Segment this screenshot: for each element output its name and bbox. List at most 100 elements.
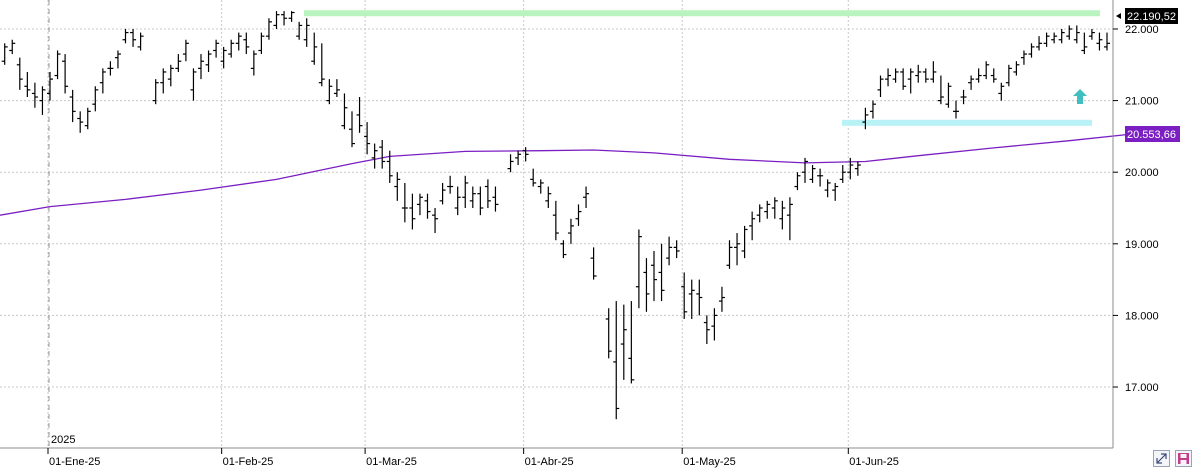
ohlc-bar: [605, 308, 612, 359]
ohlc-bar: [643, 258, 650, 312]
ohlc-bar: [1066, 25, 1073, 40]
ohlc-bar: [303, 18, 310, 47]
ohlc-bar: [1073, 25, 1080, 44]
ohlc-bar: [794, 172, 801, 191]
ohlc-bar: [205, 50, 212, 72]
ohlc-bar: [47, 71, 53, 101]
ohlc-bar: [99, 68, 106, 94]
ohlc-bar: [945, 82, 952, 108]
ohlc-bar: [839, 165, 846, 183]
ohlc-bar: [1081, 32, 1088, 55]
ohlc-bar: [84, 107, 91, 130]
ohlc-bar: [356, 97, 363, 133]
ohlc-bar: [1058, 29, 1065, 44]
x-tick-label: 01-May-25: [683, 456, 736, 468]
ohlc-bar: [288, 11, 295, 22]
ohlc-bar: [718, 286, 725, 312]
ohlc-bar: [1036, 36, 1043, 51]
ohlc-bar: [213, 39, 220, 58]
y-axis: 17.000 18.000 19.000 20.000 21.000 22.000: [1113, 24, 1159, 394]
ohlc-bar: [756, 204, 763, 223]
ohlc-bar: [968, 75, 975, 90]
diagonal-arrows-icon: [1156, 453, 1167, 464]
ohlc-bar: [130, 29, 137, 47]
y-tick-label: 22.000: [1125, 24, 1159, 36]
ohlc-bar: [198, 54, 204, 80]
ohlc-bar: [152, 79, 159, 105]
ohlc-bar: [137, 32, 144, 51]
ohlc-bar: [469, 186, 476, 208]
ma-value-badge: 20.553,66: [1125, 126, 1180, 142]
ohlc-bar: [454, 186, 461, 216]
ohlc-bar: [296, 21, 303, 40]
y-tick-label: 21.000: [1125, 96, 1159, 108]
ohlc-bar: [364, 122, 371, 155]
ohlc-bar: [635, 229, 642, 309]
ohlc-bar: [326, 79, 333, 105]
x-tick-label: 01-Ene-25: [49, 456, 100, 468]
ohlc-bars: [1, 11, 1110, 420]
ohlc-bar: [530, 168, 537, 187]
ohlc-bar: [1013, 61, 1020, 76]
level-bands: [304, 10, 1100, 126]
ohlc-bar: [734, 233, 741, 266]
ohlc-bar: [885, 68, 892, 87]
moving-average-line: [0, 132, 1138, 216]
ohlc-bar: [666, 236, 673, 266]
ohlc-bar: [1096, 32, 1103, 51]
ohlc-bar: [696, 279, 703, 316]
ohlc-bar: [182, 39, 189, 62]
ohlc-bar: [824, 179, 831, 198]
ohlc-bar: [281, 11, 288, 26]
ohlc-bar: [590, 247, 597, 280]
ohlc-bar: [1088, 29, 1095, 40]
ohlc-bar: [862, 107, 869, 130]
last-price-marker: [1116, 13, 1121, 19]
ohlc-bar: [786, 197, 793, 241]
ohlc-bar: [877, 75, 884, 98]
ohlc-bar: [401, 182, 408, 223]
ohlc-bar: [915, 64, 922, 83]
ohlc-bar: [809, 165, 816, 183]
ohlc-bar: [507, 154, 514, 173]
ohlc-bar: [92, 86, 99, 112]
ohlc-bar: [1028, 43, 1035, 58]
ohlc-bar: [741, 225, 748, 259]
ohlc-bar: [77, 111, 84, 133]
ohlc-bar: [832, 182, 839, 201]
x-tick-label: 01-Feb-25: [223, 456, 274, 468]
ohlc-bar: [1005, 64, 1012, 87]
ohlc-bar: [628, 301, 635, 384]
ohlc-bar: [62, 54, 69, 94]
ohlc-bar: [190, 68, 197, 101]
ohlc-bar: [726, 240, 733, 269]
ohlc-bar: [651, 250, 657, 302]
ohlc-bar: [1051, 32, 1058, 44]
ohlc-bar: [613, 301, 620, 420]
ohlc-bar: [681, 272, 688, 319]
ohlc-bar: [220, 46, 227, 69]
save-chart-button[interactable]: [1175, 450, 1192, 467]
up-arrow-icon: [1073, 89, 1087, 104]
ohlc-bar: [16, 57, 23, 90]
ohlc-bar: [39, 86, 46, 115]
ohlc-bar: [409, 193, 416, 230]
ohlc-bar: [432, 208, 439, 234]
y-tick-label: 19.000: [1125, 239, 1159, 251]
ohlc-bar: [122, 29, 129, 44]
ohlc-bar: [900, 68, 907, 90]
ohlc-bar: [379, 139, 386, 169]
ohlc-bar: [817, 168, 824, 187]
ohlc-bar: [567, 218, 574, 244]
ohlc-bar: [673, 240, 680, 259]
expand-chart-button[interactable]: [1153, 450, 1170, 467]
ohlc-bar: [583, 186, 590, 208]
ohlc-bar: [24, 71, 31, 98]
ohlc-bar: [960, 89, 967, 105]
ohlc-bar: [228, 39, 235, 58]
ohlc-bar: [462, 175, 469, 208]
ohlc-bar: [250, 50, 257, 76]
ohlc-bar: [160, 68, 167, 94]
ohlc-bar: [854, 161, 861, 176]
ohlc-bar: [175, 54, 182, 72]
